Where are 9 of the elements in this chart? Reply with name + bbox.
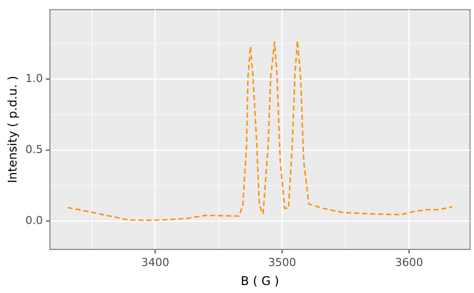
- y-axis-title: Intensity ( p.d.u. ): [5, 76, 20, 184]
- y-tick-label: 1.0: [25, 72, 43, 85]
- y-tick-label: 0.5: [25, 142, 43, 156]
- x-axis-title: B ( G ): [240, 274, 280, 288]
- line-series: [66, 40, 453, 222]
- x-tick-label: 3400: [141, 256, 170, 269]
- y-tick-label: 0.0: [25, 214, 43, 227]
- x-tick-label: 3500: [268, 256, 296, 269]
- x-tick-label: 3600: [395, 256, 424, 269]
